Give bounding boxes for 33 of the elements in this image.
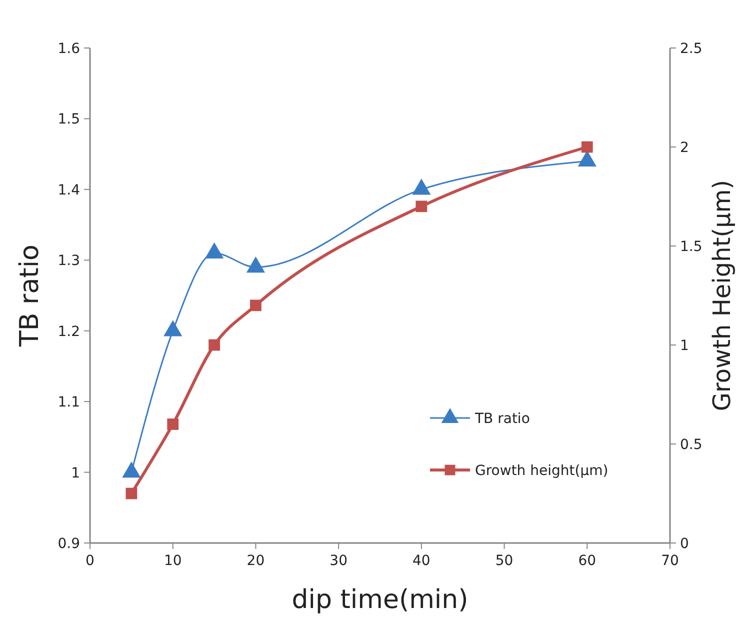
x-tick-label: 20	[246, 553, 265, 569]
y-tick-label: 1.2	[58, 324, 80, 340]
point	[250, 300, 262, 312]
point	[208, 339, 220, 351]
x-axis-title: dip time(min)	[292, 585, 468, 615]
x-tick-label: 30	[330, 553, 348, 569]
y-tick-label: 1.4	[58, 182, 80, 198]
point	[167, 418, 179, 430]
y2-tick-label: 1.5	[680, 239, 702, 255]
x-tick-label: 70	[661, 553, 679, 569]
x-tick-label: 40	[412, 553, 430, 569]
x-tick-label: 60	[578, 553, 596, 569]
legend-label: TB ratio	[474, 411, 530, 427]
y2-tick-label: 0.5	[680, 437, 702, 453]
y2-tick-label: 1	[680, 338, 689, 354]
y2-axis-title: Growth Height(μm)	[708, 180, 736, 412]
y2-tick-label: 2.5	[680, 41, 702, 57]
point	[126, 488, 138, 500]
y2-tick-label: 0	[680, 536, 689, 552]
point	[416, 200, 428, 212]
x-tick-label: 10	[164, 553, 182, 569]
y2-tick-label: 2	[680, 140, 689, 156]
y-tick-label: 0.9	[58, 536, 80, 552]
y-tick-label: 1	[71, 465, 80, 482]
legend-label: Growth height(μm)	[475, 463, 608, 479]
y-tick-label: 1.5	[58, 112, 80, 128]
point	[581, 141, 593, 153]
y-tick-label: 1.1	[58, 394, 80, 411]
y-tick-label: 1.3	[58, 253, 80, 270]
x-tick-label: 50	[495, 553, 514, 569]
y-tick-label: 1.6	[58, 41, 80, 57]
x-tick-label: 0	[86, 553, 94, 569]
y-axis-title: TB ratio	[15, 244, 45, 348]
